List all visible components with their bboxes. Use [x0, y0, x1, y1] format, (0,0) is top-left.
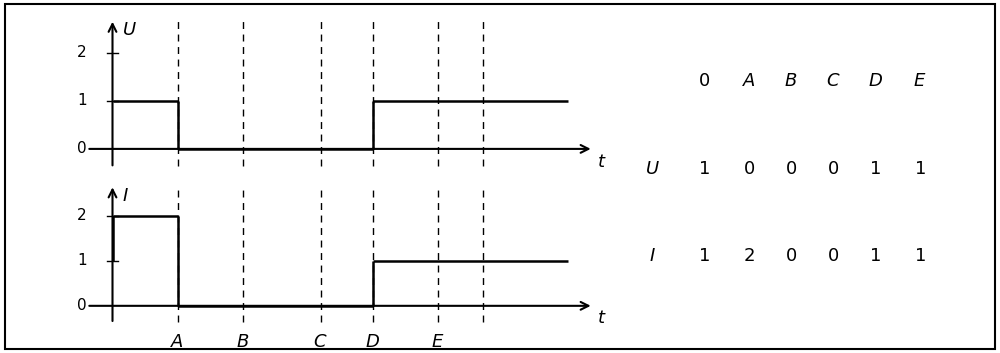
Text: $B$: $B$ [236, 333, 249, 351]
Text: $C$: $C$ [826, 72, 840, 90]
Text: $A$: $A$ [170, 333, 185, 351]
Text: $1$: $1$ [914, 247, 926, 265]
Text: $1$: $1$ [869, 247, 881, 265]
Text: $1$: $1$ [698, 160, 710, 178]
Text: $E$: $E$ [431, 333, 444, 351]
Text: $I$: $I$ [122, 187, 129, 205]
Text: $1$: $1$ [914, 160, 926, 178]
Text: $0$: $0$ [785, 247, 797, 265]
Text: $C$: $C$ [313, 333, 328, 351]
Text: $0$: $0$ [827, 160, 839, 178]
Text: 0: 0 [77, 142, 87, 156]
Text: $A$: $A$ [742, 72, 756, 90]
Text: $0$: $0$ [827, 247, 839, 265]
Text: $D$: $D$ [365, 333, 380, 351]
Text: 1: 1 [77, 93, 87, 108]
Text: $0$: $0$ [785, 160, 797, 178]
Text: $U$: $U$ [645, 160, 660, 178]
Text: $t$: $t$ [597, 153, 606, 171]
Text: 2: 2 [77, 45, 87, 60]
Text: 0: 0 [77, 298, 87, 313]
Text: $t$: $t$ [597, 310, 606, 328]
Text: $0$: $0$ [698, 72, 710, 90]
Text: 2: 2 [77, 209, 87, 223]
Text: $D$: $D$ [868, 72, 883, 90]
Text: $U$: $U$ [122, 21, 137, 39]
Text: $1$: $1$ [869, 160, 881, 178]
Text: $E$: $E$ [913, 72, 926, 90]
Text: 1: 1 [77, 253, 87, 268]
Text: $I$: $I$ [649, 247, 656, 265]
Text: $1$: $1$ [698, 247, 710, 265]
Text: $2$: $2$ [743, 247, 754, 265]
Text: $B$: $B$ [784, 72, 797, 90]
Text: $0$: $0$ [743, 160, 755, 178]
